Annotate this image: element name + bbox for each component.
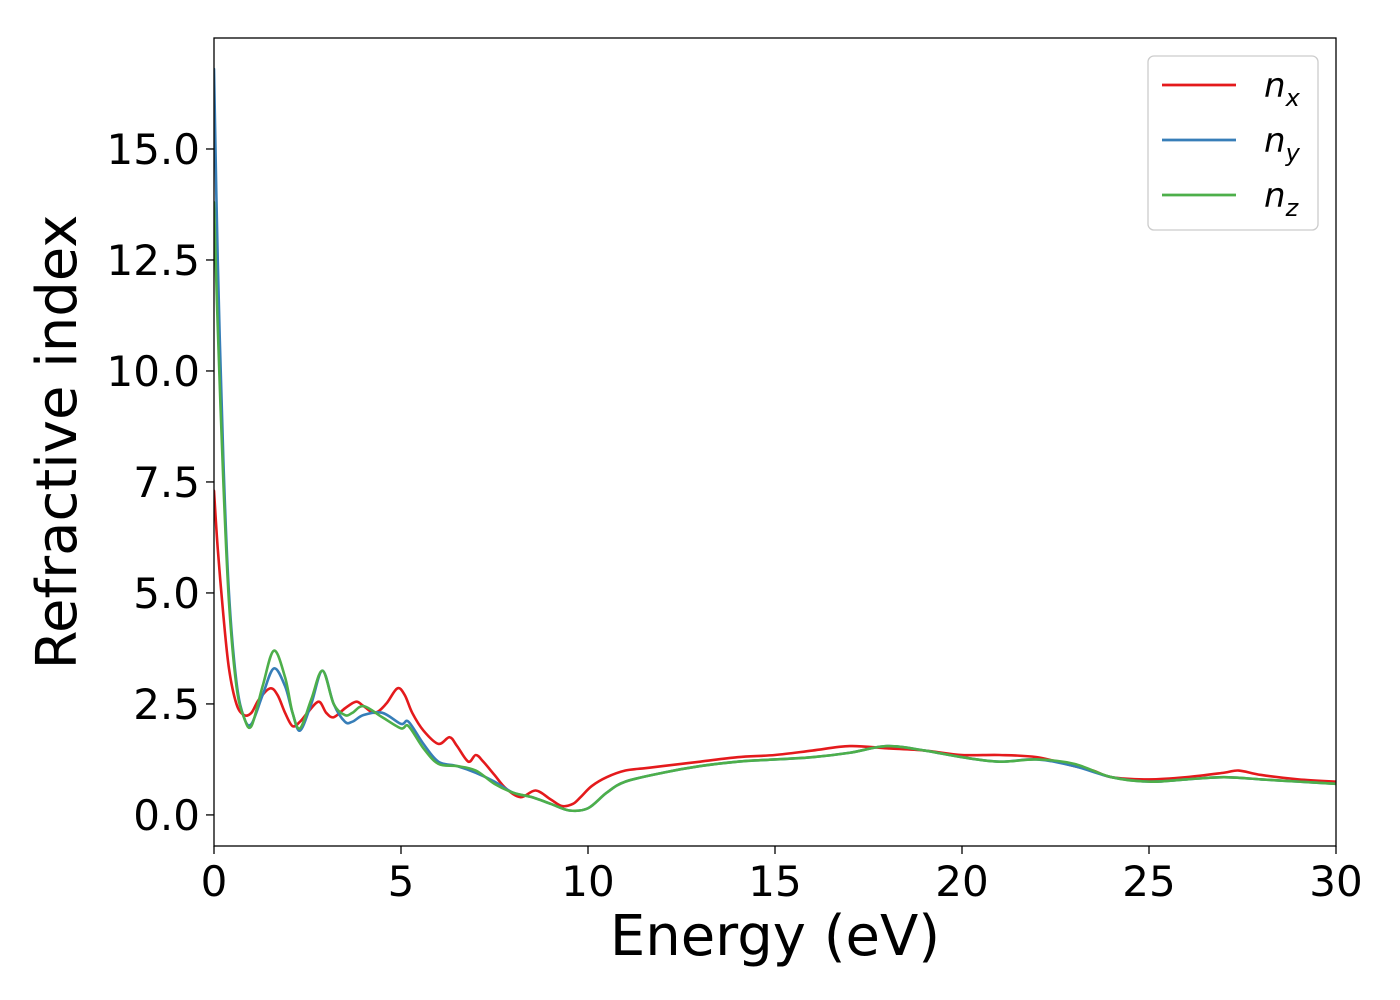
- series-layer: [214, 67, 1336, 813]
- x-tick-label: 30: [1309, 857, 1362, 906]
- y-tick-label: 12.5: [106, 236, 200, 285]
- legend-label-sub: z: [1285, 194, 1300, 222]
- x-tick-label: 0: [201, 857, 228, 906]
- x-tick-label: 5: [388, 857, 415, 906]
- y-axis-title: Refractive index: [25, 215, 90, 670]
- ticks-layer: 0 5 10 15 20 25 30 0.0 2.5 5.0 7.5 10.0 12.5 15.0: [106, 125, 1362, 906]
- y-tick-label: 7.5: [133, 458, 200, 507]
- x-tick-label: 20: [935, 857, 988, 906]
- x-tick-label: 15: [748, 857, 801, 906]
- y-tick-label: 5.0: [133, 569, 200, 618]
- y-tick-label: 2.5: [133, 680, 200, 729]
- y-tick-label: 15.0: [106, 125, 200, 174]
- legend-label-y: ny: [1264, 121, 1301, 167]
- y-tick-label: 0.0: [133, 791, 200, 840]
- legend-label-base: n: [1264, 176, 1286, 216]
- legend-box: [1147, 55, 1319, 231]
- legend-label-base: n: [1264, 66, 1286, 106]
- x-axis-title: Energy (eV): [610, 904, 940, 969]
- y-tick-label: 10.0: [106, 347, 200, 396]
- x-tick-label: 25: [1122, 857, 1175, 906]
- series-line-z: [214, 200, 1336, 813]
- legend-label-z: nz: [1264, 176, 1300, 222]
- legend-label-base: n: [1264, 121, 1286, 161]
- x-tick-label: 10: [561, 857, 614, 906]
- legend-label-sub: y: [1285, 139, 1301, 167]
- series-line-x: [214, 489, 1336, 808]
- legend-label-sub: x: [1285, 84, 1301, 112]
- legend-label-x: nx: [1264, 66, 1301, 112]
